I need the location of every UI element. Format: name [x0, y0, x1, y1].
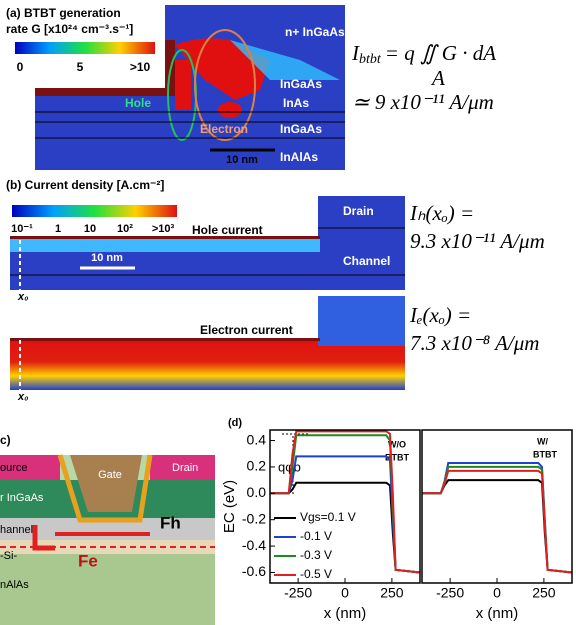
position-label: x₀	[17, 391, 28, 403]
layer-label: -Si-	[0, 550, 17, 562]
region-label: InGaAs	[280, 77, 322, 91]
panel-title: (a) BTBT generation	[6, 6, 121, 20]
legend-label: -0.3 V	[300, 548, 332, 562]
hole-label: Hole	[125, 96, 151, 110]
layer-label: r InGaAs	[0, 492, 44, 504]
generation-region	[218, 102, 242, 118]
legend-label: Vgs=0.1 V	[300, 510, 356, 524]
layer-label: nAlAs	[0, 579, 29, 591]
colorbar	[15, 42, 155, 54]
channel-label: Channel	[343, 254, 390, 268]
oxide	[10, 236, 320, 239]
x-tick-label: -250	[284, 585, 312, 601]
integral-limit: A	[430, 66, 445, 90]
drain-region	[318, 296, 405, 346]
position-label: x₀	[17, 291, 28, 303]
colorbar-label: >10³	[152, 223, 175, 235]
scale-label: 10 nm	[226, 154, 258, 166]
legend-label: -0.5 V	[300, 567, 332, 581]
region-label: InAlAs	[280, 150, 318, 164]
legend-label: -0.1 V	[300, 529, 332, 543]
annotation: W/	[537, 436, 548, 446]
electron-current-label: Electron current	[200, 323, 293, 337]
panel-c: c) ource Gate Drain r InGaAs hannel -Si-…	[0, 433, 215, 625]
panel-b: (b) Current density [A.cm⁻²] 10⁻¹ 1 10 1…	[6, 178, 545, 403]
hole-equation: 9.3 x10⁻¹¹ A/μm	[410, 229, 545, 253]
annotation: qφb	[278, 459, 301, 474]
colorbar-label: >10	[130, 60, 151, 74]
scale-label: 10 nm	[91, 252, 123, 264]
force-label: Fe	[78, 551, 98, 570]
series-line	[422, 471, 572, 573]
layer-label: Gate	[98, 469, 122, 481]
y-tick-label: 0.0	[247, 484, 267, 500]
y-tick-label: -0.6	[242, 563, 266, 579]
force-label: Fh	[160, 513, 181, 532]
inalas-layer	[0, 554, 215, 625]
region-label: n+ InGaAs	[285, 25, 345, 39]
hole-channel	[10, 238, 320, 252]
y-tick-label: -0.4	[242, 537, 266, 553]
x-axis-label: x (nm)	[324, 605, 367, 622]
colorbar-label: 5	[77, 60, 84, 74]
y-tick-label: 0.2	[247, 458, 267, 474]
colorbar	[12, 205, 177, 217]
hole-current-label: Hole current	[192, 223, 263, 237]
electron-equation: Iₑ(xₒ) =	[409, 303, 471, 327]
x-axis-label: x (nm)	[476, 605, 519, 622]
region-label: InGaAs	[280, 122, 322, 136]
figure: (a) BTBT generation rate G [x10²⁴ cm⁻³.s…	[0, 0, 576, 625]
layer-label: hannel	[0, 524, 33, 536]
x-tick-label: 250	[380, 585, 404, 601]
y-axis-label: EC (eV)	[221, 480, 238, 533]
x-tick-label: -250	[436, 585, 464, 601]
oxide	[10, 338, 320, 341]
x-tick-label: 250	[532, 585, 556, 601]
panel-label: c)	[0, 433, 11, 447]
electron-label: Electron	[200, 122, 248, 136]
y-tick-label: 0.4	[247, 431, 267, 447]
colorbar-label: 10²	[117, 223, 133, 235]
electron-equation: 7.3 x10⁻⁸ A/μm	[410, 331, 539, 355]
panel-a: (a) BTBT generation rate G [x10²⁴ cm⁻³.s…	[6, 5, 496, 170]
colorbar-label: 10	[84, 223, 96, 235]
equation-result: ≃ 9 x10⁻¹¹ A/μm	[352, 90, 494, 114]
colorbar-label: 0	[17, 60, 24, 74]
series-line	[422, 480, 572, 572]
x-tick-label: 0	[493, 585, 501, 601]
layer-label: Drain	[172, 462, 198, 474]
y-tick-label: -0.2	[242, 510, 266, 526]
equation: Ibtbt= q ∬ G · dA	[351, 41, 496, 67]
drain-label: Drain	[343, 204, 374, 218]
generation-region	[175, 60, 191, 110]
panel-title: rate G [x10²⁴ cm⁻³.s⁻¹]	[6, 22, 133, 36]
series-line	[270, 483, 420, 573]
oxide	[35, 88, 175, 96]
layer-label: ource	[0, 462, 28, 474]
hole-equation: Iₕ(xₒ) =	[409, 201, 474, 225]
panel-label: (d)	[228, 417, 242, 429]
annotation: BTBT	[385, 452, 409, 462]
colorbar-label: 1	[55, 223, 61, 235]
x-tick-label: 0	[341, 585, 349, 601]
annotation: BTBT	[533, 449, 557, 459]
colorbar-label: 10⁻¹	[11, 223, 33, 235]
region-label: InAs	[283, 96, 309, 110]
panel-title: (b) Current density [A.cm⁻²]	[6, 178, 164, 192]
